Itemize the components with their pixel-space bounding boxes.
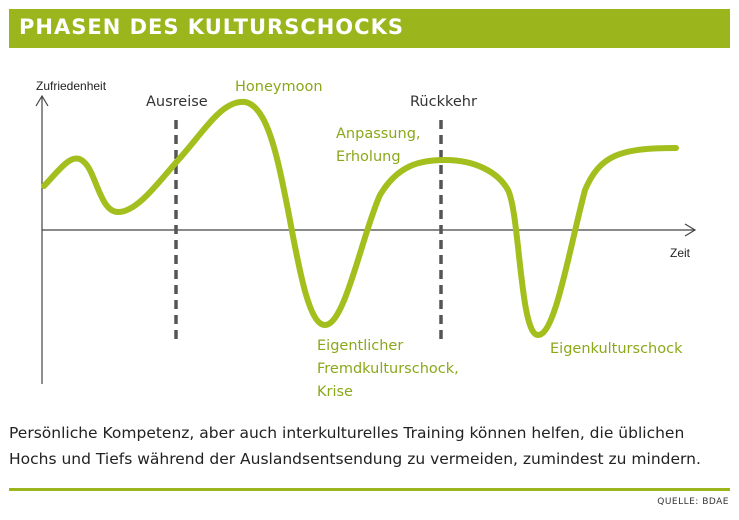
marker-label-ausreise: Ausreise xyxy=(146,94,208,110)
satisfaction-curve xyxy=(41,98,679,338)
phase-label-anpassung-line2: Erholung xyxy=(336,149,401,165)
caption-text: Persönliche Kompetenz, aber auch interku… xyxy=(9,424,701,468)
x-axis-arrow-icon xyxy=(684,223,697,237)
phase-label-eigenkulturschock: Eigenkulturschock xyxy=(550,341,683,357)
divider xyxy=(9,488,730,491)
marker-label-rueckkehr: Rückkehr xyxy=(410,94,477,110)
source-note: QUELLE: BDAE xyxy=(657,497,729,507)
y-axis-label: Zufriedenheit xyxy=(36,79,107,93)
phase-label-fremdkulturschock-line2: Fremdkulturschock, xyxy=(317,361,459,377)
phase-label-fremdkulturschock-line1: Eigentlicher xyxy=(317,338,403,354)
x-axis-label: Zeit xyxy=(670,246,691,260)
phase-label-fremdkulturschock-line3: Krise xyxy=(317,384,353,400)
page-title: PHASEN DES KULTURSCHOCKS xyxy=(19,15,404,39)
phase-label-honeymoon: Honeymoon xyxy=(235,79,323,95)
title-banner: PHASEN DES KULTURSCHOCKS xyxy=(9,9,730,48)
culture-shock-diagram: Zufriedenheit Zeit Ausreise Rückkehr Hon… xyxy=(35,79,697,400)
y-axis-arrow-icon xyxy=(35,94,49,107)
phase-label-anpassung-line1: Anpassung, xyxy=(336,126,421,142)
